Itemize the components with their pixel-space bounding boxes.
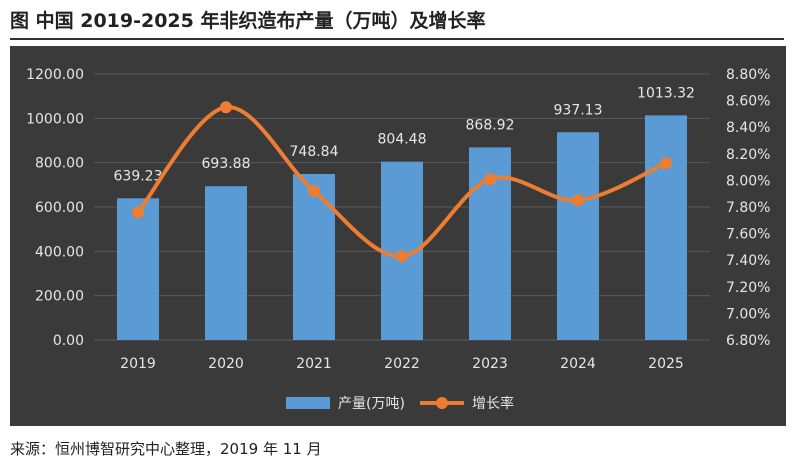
y-left-tick-label: 1000.00 — [26, 111, 84, 127]
bar-value-label: 804.48 — [378, 132, 427, 148]
y-left-tick-label: 600.00 — [35, 200, 84, 216]
x-tick-label: 2024 — [560, 356, 596, 372]
source-note: 来源：恒州博智研究中心整理，2019 年 11 月 — [10, 440, 322, 458]
x-tick-label: 2020 — [208, 356, 244, 372]
y-right-tick-label: 7.40% — [726, 253, 770, 269]
growth-rate-point — [660, 157, 672, 170]
title-divider — [10, 38, 784, 40]
chart-svg: 0.00 200.00 400.00 600.00 800.00 1000.00 1200.… — [26, 67, 770, 412]
y-left-tick-label: 1200.00 — [26, 67, 84, 83]
bar — [293, 174, 335, 340]
bar — [205, 186, 247, 340]
page-title: 图 中国 2019-2025 年非织造布产量（万吨）及增长率 — [10, 10, 486, 32]
legend-swatch-bar — [286, 397, 330, 409]
y-left-tick-label: 400.00 — [35, 244, 84, 260]
y-right-tick-label: 8.20% — [726, 147, 770, 163]
bar-value-label: 868.92 — [466, 117, 515, 133]
y-left-tick-label: 200.00 — [35, 289, 84, 305]
growth-rate-point — [484, 173, 496, 186]
bar-value-label: 937.13 — [554, 102, 603, 118]
bar-value-label: 639.23 — [114, 168, 163, 184]
growth-rate-point — [308, 185, 320, 198]
chart-area: 0.00 200.00 400.00 600.00 800.00 1000.00 1200.… — [10, 46, 786, 426]
growth-rate-point — [572, 194, 584, 207]
y-right-tick-label: 8.80% — [726, 67, 770, 83]
y-right-tick-label: 7.00% — [726, 306, 770, 322]
bar — [117, 198, 159, 340]
x-tick-label: 2021 — [296, 356, 332, 372]
growth-rate-point — [220, 101, 232, 114]
x-tick-label: 2025 — [648, 356, 684, 372]
growth-rate-point — [396, 250, 408, 263]
x-tick-label: 2022 — [384, 356, 420, 372]
y-left-tick-label: 800.00 — [35, 156, 84, 172]
y-right-tick-label: 8.00% — [726, 173, 770, 189]
bar — [557, 132, 599, 340]
y-right-tick-label: 7.20% — [726, 280, 770, 296]
x-tick-label: 2023 — [472, 356, 508, 372]
y-left-tick-label: 0.00 — [53, 333, 84, 349]
y-right-tick-label: 6.80% — [726, 333, 770, 349]
bar-value-label: 748.84 — [290, 144, 339, 160]
growth-rate-point — [132, 206, 144, 219]
x-tick-label: 2019 — [120, 356, 156, 372]
y-right-tick-label: 7.80% — [726, 200, 770, 216]
legend-swatch-marker — [436, 397, 448, 409]
y-right-tick-label: 8.40% — [726, 120, 770, 136]
bar-value-label: 1013.32 — [637, 85, 695, 101]
bar-value-label: 693.88 — [202, 156, 251, 172]
y-right-tick-label: 8.60% — [726, 94, 770, 110]
legend-label-line: 增长率 — [472, 395, 514, 412]
bar — [645, 115, 687, 340]
legend-label-bar: 产量(万吨) — [338, 396, 405, 412]
y-right-tick-label: 7.60% — [726, 227, 770, 243]
